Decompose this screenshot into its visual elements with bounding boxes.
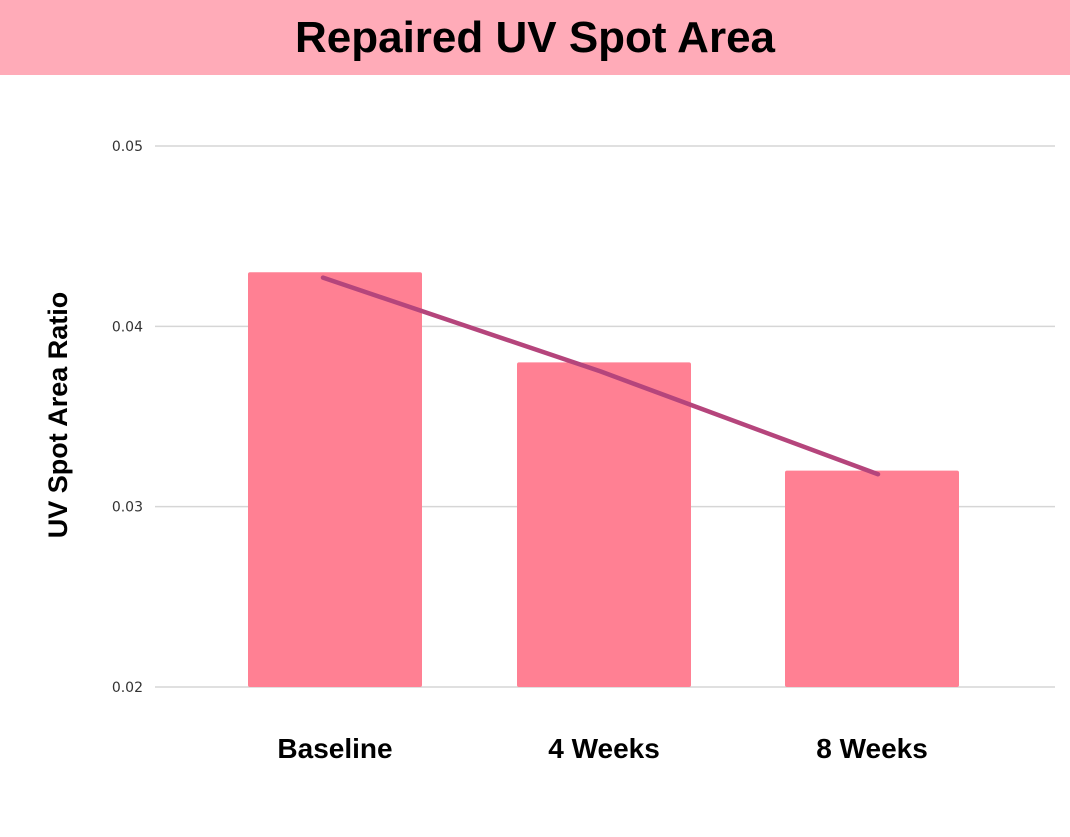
x-tick-labels: Baseline 4 Weeks 8 Weeks xyxy=(277,733,927,764)
y-tick-label: 0.04 xyxy=(112,319,143,335)
x-tick-label: 4 Weeks xyxy=(548,733,660,764)
bar xyxy=(248,272,422,687)
trendline xyxy=(320,275,881,477)
bars xyxy=(248,272,959,687)
x-tick-label: Baseline xyxy=(277,733,392,764)
y-tick-label: 0.03 xyxy=(112,500,143,516)
bar xyxy=(785,470,959,687)
chart-title: Repaired UV Spot Area xyxy=(294,13,776,62)
x-tick-label: 8 Weeks xyxy=(816,733,928,764)
trendline-layer xyxy=(320,275,881,477)
bar xyxy=(517,362,691,687)
title-band xyxy=(0,0,1070,75)
y-tick-labels: 0.02 0.03 0.04 0.05 xyxy=(112,139,143,696)
y-tick-label: 0.05 xyxy=(112,139,143,155)
y-axis-label: UV Spot Area Ratio xyxy=(43,292,73,539)
y-tick-label: 0.02 xyxy=(112,680,143,696)
